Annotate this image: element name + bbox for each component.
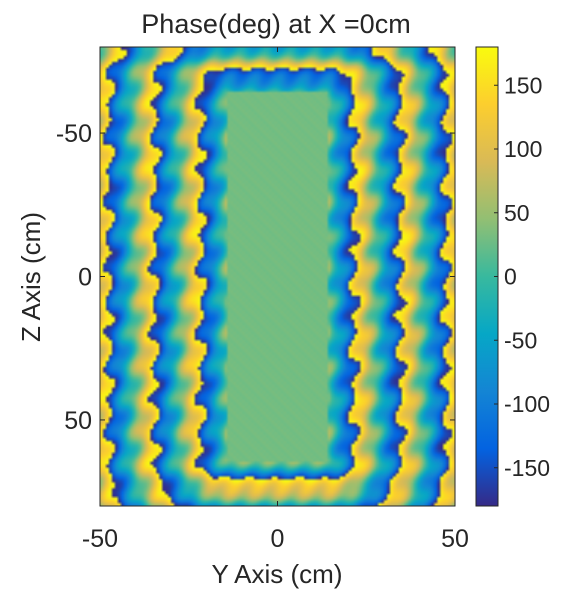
y-axis-label: Z Axis (cm) (16, 212, 46, 342)
plot-area (99, 46, 456, 507)
colorbar-tick-label: 0 (504, 264, 517, 290)
colorbar: 150 100 50 0 -50 -100 -150 (475, 46, 550, 507)
y-tick-label: 50 (64, 407, 92, 435)
colorbar-tick-label: 100 (504, 136, 542, 162)
phase-heatmap (100, 47, 455, 506)
x-tick-label: 50 (441, 525, 469, 553)
x-tick-label: -50 (82, 525, 118, 553)
x-axis-ticks: -50 0 50 (82, 47, 469, 553)
chart-title: Phase(deg) at X =0cm (141, 9, 410, 39)
y-tick-label: 0 (78, 264, 92, 292)
colorbar-gradient (476, 47, 498, 506)
colorbar-tick-label: -150 (504, 455, 550, 481)
colorbar-tick-label: -100 (504, 391, 550, 417)
y-tick-label: -50 (56, 120, 92, 148)
colorbar-tick-label: 50 (504, 200, 530, 226)
colorbar-tick-label: -50 (504, 327, 537, 353)
x-tick-label: 0 (271, 525, 285, 553)
colorbar-tick-label: 150 (504, 72, 542, 98)
colorbar-ticks: 150 100 50 0 -50 -100 -150 (494, 72, 550, 481)
x-axis-label: Y Axis (cm) (212, 559, 343, 589)
y-axis-ticks: -50 0 50 (56, 120, 455, 435)
